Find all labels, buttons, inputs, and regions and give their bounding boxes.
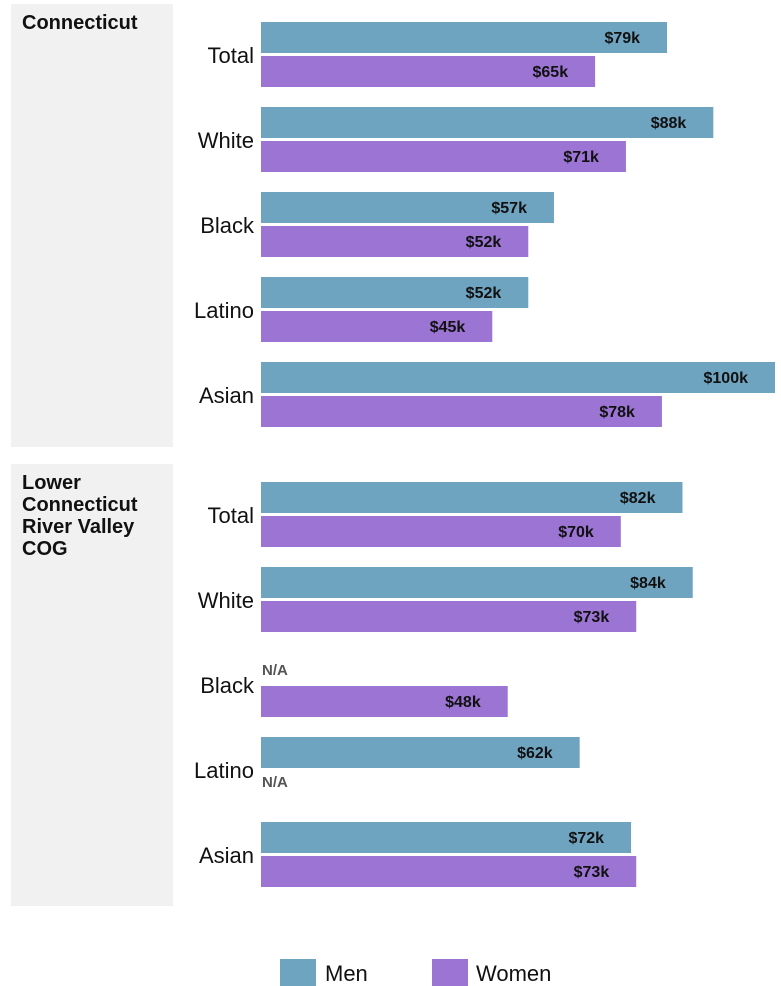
panel-title: Lower Connecticut River Valley COG xyxy=(22,472,138,560)
category-label: Latino xyxy=(194,758,254,783)
bar-men xyxy=(261,192,554,223)
category-label: Total xyxy=(208,43,254,68)
panel-background xyxy=(11,4,173,447)
value-label: $79k xyxy=(604,30,640,47)
legend-swatch-men xyxy=(280,959,316,986)
legend-label-men: Men xyxy=(325,961,368,986)
bar-women xyxy=(261,311,493,342)
panel-2: Lower Connecticut River Valley COG Total $82k… xyxy=(11,464,693,906)
category-label: Total xyxy=(208,503,254,528)
na-label: N/A xyxy=(262,774,288,791)
value-label: $78k xyxy=(599,404,635,421)
value-label: $73k xyxy=(574,864,610,881)
value-label: $48k xyxy=(445,694,481,711)
category-label: White xyxy=(198,128,254,153)
category-label: Asian xyxy=(199,843,254,868)
value-label: $73k xyxy=(574,609,610,626)
na-label: N/A xyxy=(262,662,288,679)
category-label: Latino xyxy=(194,298,254,323)
category-label: Asian xyxy=(199,383,254,408)
value-label: $62k xyxy=(517,745,553,762)
bar-men xyxy=(261,737,580,768)
value-label: $84k xyxy=(630,575,666,592)
legend: Men Women xyxy=(280,959,551,986)
category-label: Black xyxy=(200,673,255,698)
bar-men xyxy=(261,22,668,53)
bar-men xyxy=(261,482,683,513)
bar-women xyxy=(261,856,637,887)
value-label: $45k xyxy=(430,319,466,336)
bar-women xyxy=(261,516,621,547)
value-label: $57k xyxy=(491,200,527,217)
category-label: Black xyxy=(200,213,255,238)
bar-women xyxy=(261,141,626,172)
bar-men xyxy=(261,567,693,598)
bar-men xyxy=(261,362,775,393)
chart-panels: Connecticut Total $79k $65k White $88k $71k Bla… xyxy=(11,4,775,906)
panel-title: Connecticut xyxy=(22,12,138,34)
value-label: $72k xyxy=(568,830,604,847)
legend-label-women: Women xyxy=(476,961,551,986)
bar-men xyxy=(261,277,529,308)
value-label: $52k xyxy=(466,285,502,302)
panel-background xyxy=(11,464,173,906)
bar-women xyxy=(261,226,529,257)
bar-women xyxy=(261,396,662,427)
value-label: $71k xyxy=(563,149,599,166)
bar-women xyxy=(261,686,508,717)
bar-men xyxy=(261,822,632,853)
value-label: $100k xyxy=(704,370,749,387)
value-label: $52k xyxy=(466,234,502,251)
panel-1: Connecticut Total $79k $65k White $88k $71k Bla… xyxy=(11,4,775,447)
legend-swatch-women xyxy=(432,959,468,986)
bar-men xyxy=(261,107,714,138)
value-label: $82k xyxy=(620,490,656,507)
bar-women xyxy=(261,56,596,87)
value-label: $88k xyxy=(651,115,687,132)
value-label: $70k xyxy=(558,524,594,541)
value-label: $65k xyxy=(533,64,569,81)
bar-women xyxy=(261,601,637,632)
category-label: White xyxy=(198,588,254,613)
